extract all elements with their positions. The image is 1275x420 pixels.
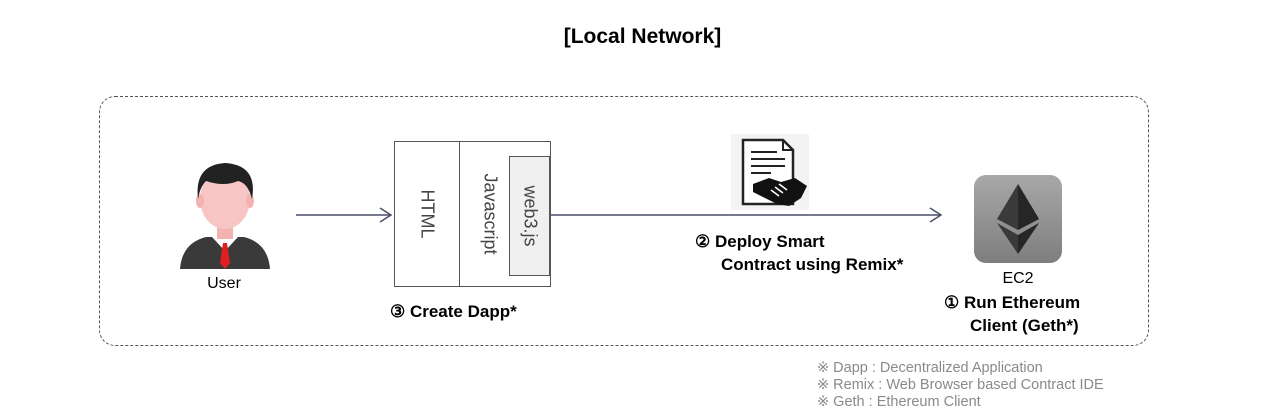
step-run-client-line2: Client (Geth*) — [970, 316, 1079, 335]
footnote-remix: ※ Remix : Web Browser based Contract IDE — [817, 377, 1104, 393]
user-avatar-icon — [180, 163, 270, 269]
step-run-client: ① Run Ethereum Client (Geth*) — [944, 291, 1144, 337]
ec2-label: EC2 — [1002, 270, 1034, 287]
ethereum-logo-icon — [974, 175, 1062, 263]
javascript-layer-label: Javascript — [480, 173, 501, 255]
step-run-client-line1: ① Run Ethereum — [944, 293, 1081, 312]
user-label: User — [207, 275, 241, 292]
step-create-dapp: ③ Create Dapp* — [390, 302, 517, 321]
contract-handshake-icon — [731, 134, 809, 210]
web3js-layer: web3.js — [509, 156, 550, 276]
local-network-boundary — [99, 96, 1149, 346]
step-deploy: ② Deploy Smart Contract using Remix* — [695, 230, 935, 276]
footnote-dapp: ※ Dapp : Decentralized Application — [817, 360, 1043, 376]
step-deploy-line2: Contract using Remix* — [721, 255, 904, 274]
step-deploy-line1: ② Deploy Smart — [695, 232, 825, 251]
html-layer: HTML — [394, 141, 460, 287]
diagram-title: [Local Network] — [563, 25, 722, 48]
web3js-layer-label: web3.js — [520, 185, 540, 247]
html-layer-label: HTML — [417, 189, 438, 239]
footnote-geth: ※ Geth : Ethereum Client — [817, 394, 981, 410]
footnotes: ※ Dapp : Decentralized Application ※ Rem… — [817, 360, 1257, 411]
